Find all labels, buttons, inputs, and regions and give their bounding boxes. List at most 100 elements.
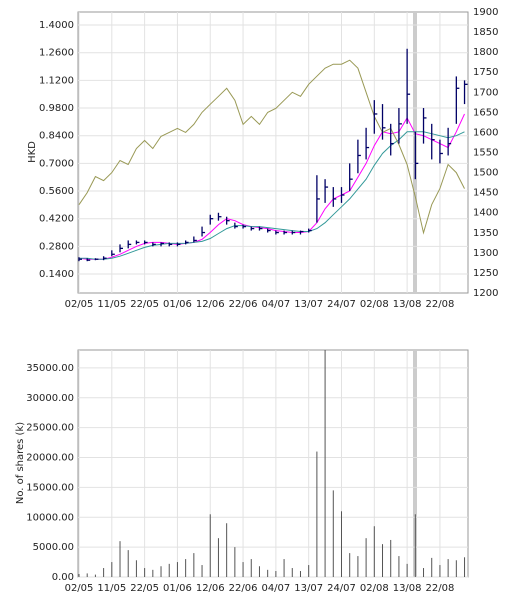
y-tick-label: 0.8400	[39, 131, 74, 142]
bar	[193, 553, 195, 577]
x-tick-label: 02/05	[65, 299, 94, 310]
bar	[258, 566, 260, 577]
bar	[332, 490, 334, 577]
x-tick-label: 22/06	[229, 299, 258, 310]
y2-tick-label: 1750	[473, 67, 498, 78]
bar	[357, 556, 359, 577]
y-tick-label: 25000.00	[26, 423, 74, 434]
bar	[168, 563, 170, 577]
x-tick-label: 13/08	[393, 583, 422, 594]
y2-tick-label: 1400	[473, 208, 498, 219]
x-tick-label: 04/07	[261, 299, 290, 310]
bar	[423, 568, 425, 577]
y2-tick-label: 1200	[473, 288, 498, 299]
x-tick-label: 02/05	[65, 583, 94, 594]
y2-tick-label: 1300	[473, 248, 498, 259]
bar	[86, 573, 88, 577]
bar	[144, 568, 146, 577]
bar	[431, 557, 433, 577]
y-tick-label: 1.4000	[39, 20, 74, 31]
bar	[349, 553, 351, 577]
bar	[267, 569, 269, 577]
bar	[283, 559, 285, 577]
x-tick-label: 12/06	[196, 299, 225, 310]
x-tick-label: 22/05	[130, 583, 159, 594]
x-tick-label: 13/07	[294, 299, 323, 310]
y-tick-label: 0.00	[52, 572, 74, 583]
bar	[94, 574, 96, 577]
y-tick-label: 0.1400	[39, 269, 74, 280]
y-tick-label: 15000.00	[26, 482, 74, 493]
y-axis-title: No. of shares (k)	[15, 422, 26, 504]
bar	[242, 562, 244, 577]
y-tick-label: 10000.00	[26, 512, 74, 523]
bar	[78, 574, 80, 577]
x-tick-label: 12/06	[196, 583, 225, 594]
y-tick-label: 35000.00	[26, 363, 74, 374]
x-tick-label: 11/05	[97, 583, 126, 594]
y2-tick-label: 1600	[473, 127, 498, 138]
line-series	[79, 131, 465, 260]
x-tick-label: 22/05	[130, 299, 159, 310]
bar	[275, 571, 277, 577]
bar	[160, 566, 162, 577]
y-axis-title: HKD	[27, 141, 38, 163]
y2-tick-label: 1850	[473, 27, 498, 38]
bar	[447, 559, 449, 577]
y2-tick-label: 1450	[473, 188, 498, 199]
y2-tick-label: 1650	[473, 107, 498, 118]
x-tick-label: 13/08	[393, 299, 422, 310]
bar	[250, 559, 252, 577]
bar	[185, 559, 187, 577]
plot-frame	[77, 11, 469, 294]
bar	[291, 568, 293, 577]
x-tick-label: 22/08	[426, 583, 455, 594]
bar	[299, 571, 301, 577]
y-tick-label: 20000.00	[26, 453, 74, 464]
bar	[217, 538, 219, 577]
y-tick-label: 0.9800	[39, 103, 74, 114]
bar	[455, 560, 457, 577]
y-tick-label: 0.2800	[39, 241, 74, 252]
bar	[316, 451, 318, 577]
x-tick-label: 02/08	[360, 299, 389, 310]
y2-tick-label: 1350	[473, 228, 498, 239]
line-series	[78, 59, 465, 235]
bar	[111, 562, 113, 577]
x-tick-label: 01/06	[163, 583, 192, 594]
bar	[373, 526, 375, 577]
bar	[135, 560, 137, 577]
bar	[324, 350, 326, 577]
bar	[103, 568, 105, 577]
x-tick-label: 11/05	[97, 299, 126, 310]
plot-frame	[77, 349, 469, 578]
y2-tick-label: 1250	[473, 268, 498, 279]
bar	[226, 523, 228, 577]
bar	[127, 550, 129, 577]
bar	[340, 511, 342, 577]
bar	[439, 565, 441, 577]
y-tick-label: 1.1200	[39, 75, 74, 86]
bar	[390, 539, 392, 577]
bar	[209, 514, 211, 577]
x-tick-label: 13/07	[294, 583, 323, 594]
y-tick-label: 0.5600	[39, 186, 74, 197]
line-series	[78, 113, 465, 260]
x-tick-label: 22/06	[229, 583, 258, 594]
bar	[382, 544, 384, 577]
bar	[119, 541, 121, 577]
bar	[464, 557, 466, 577]
x-tick-label: 24/07	[327, 299, 356, 310]
y2-tick-label: 1700	[473, 87, 498, 98]
highlight-band	[413, 350, 417, 577]
x-tick-label: 01/06	[163, 299, 192, 310]
y-tick-label: 0.7000	[39, 158, 74, 169]
bar	[308, 565, 310, 577]
x-tick-label: 02/08	[360, 583, 389, 594]
y2-tick-label: 1550	[473, 148, 498, 159]
bar	[406, 563, 408, 577]
y-tick-label: 30000.00	[26, 393, 74, 404]
x-tick-label: 04/07	[261, 583, 290, 594]
x-tick-label: 24/07	[327, 583, 356, 594]
